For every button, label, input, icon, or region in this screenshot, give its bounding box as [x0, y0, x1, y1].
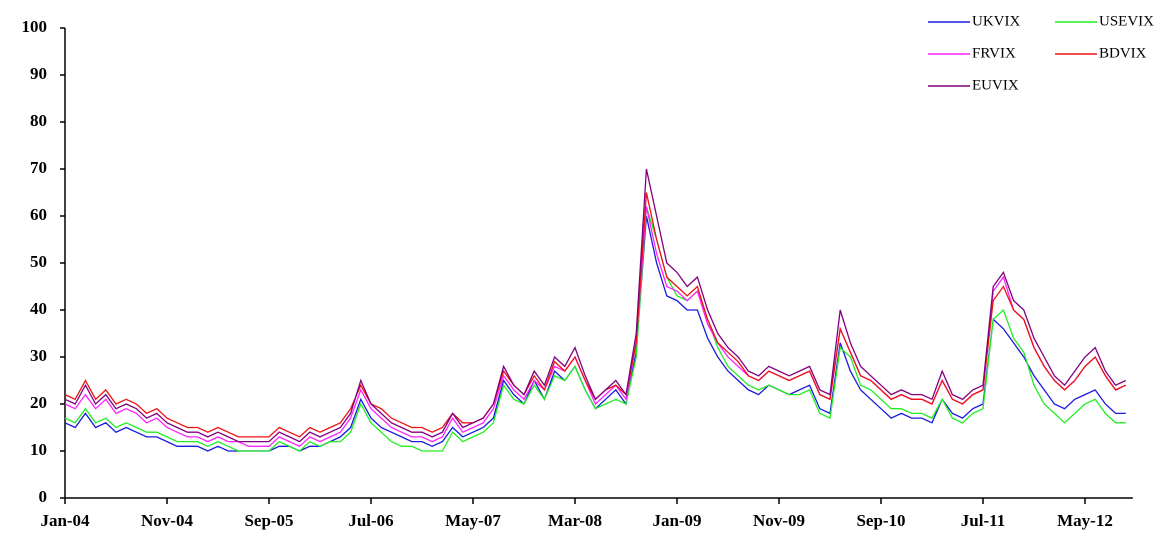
x-tick-label: Jan-09	[652, 511, 701, 530]
x-tick-label: May-12	[1057, 511, 1113, 530]
series-line	[64, 168, 1127, 443]
y-tick-label: 20	[30, 393, 47, 412]
y-tick-label: 80	[30, 111, 47, 130]
x-tick-label: Jul-11	[961, 511, 1005, 530]
x-tick-label: Nov-09	[753, 511, 805, 530]
x-tick-label: Sep-05	[244, 511, 293, 530]
y-tick-label: 30	[30, 346, 47, 365]
series-line	[64, 215, 1126, 452]
y-tick-label: 50	[30, 252, 47, 271]
legend-label: USEVIX	[1099, 13, 1154, 29]
x-tick-label: Jan-04	[40, 511, 90, 530]
x-tick-label: Mar-08	[548, 511, 602, 530]
legend-label: FRVIX	[972, 45, 1016, 61]
x-tick-label: Sep-10	[856, 511, 905, 530]
series-line	[64, 192, 1127, 438]
series-line	[64, 206, 1127, 448]
legend-label: BDVIX	[1099, 45, 1147, 61]
y-tick-label: 60	[30, 205, 47, 224]
legend-label: UKVIX	[972, 13, 1020, 29]
x-tick-label: Jul-06	[348, 511, 393, 530]
x-tick-label: May-07	[445, 511, 501, 530]
y-tick-label: 10	[30, 440, 47, 459]
x-tick-label: Nov-04	[141, 511, 193, 530]
y-tick-label: 100	[22, 17, 48, 36]
y-tick-label: 70	[30, 158, 47, 177]
legend-label: EUVIX	[972, 77, 1019, 93]
y-tick-label: 40	[30, 299, 47, 318]
y-tick-label: 0	[39, 487, 48, 506]
y-tick-label: 90	[30, 64, 47, 83]
series-line	[64, 206, 1126, 452]
